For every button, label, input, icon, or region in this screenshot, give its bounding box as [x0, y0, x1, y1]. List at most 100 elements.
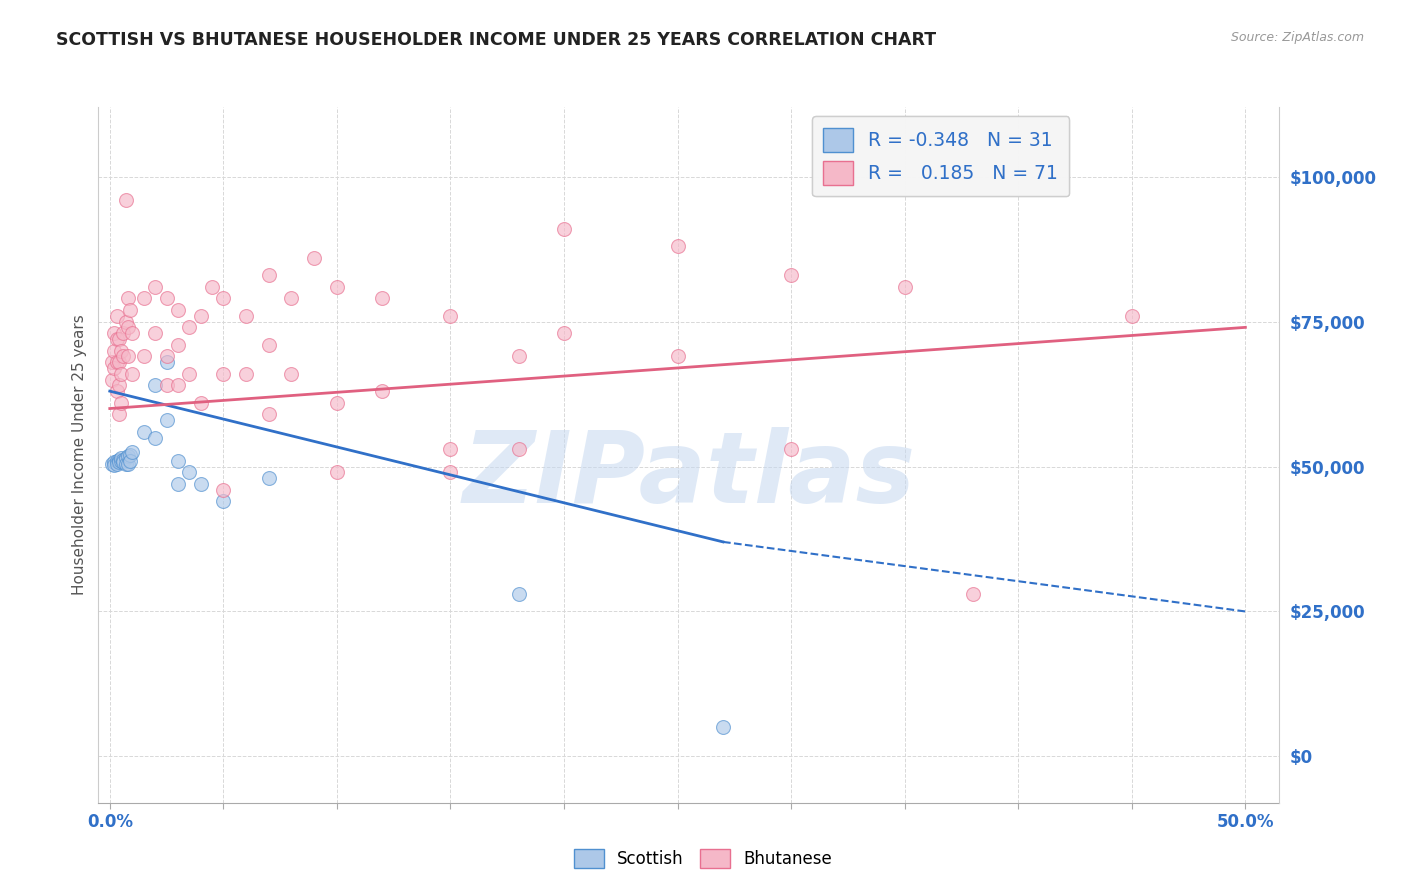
Point: [112, 350, 135, 364]
Point: [280, 291, 302, 305]
Point: [167, 378, 190, 392]
Point: [110, 450, 132, 465]
Point: [117, 350, 139, 364]
Point: [120, 453, 142, 467]
Point: [212, 483, 235, 497]
Point: [117, 449, 139, 463]
Point: [121, 445, 143, 459]
Point: [101, 373, 124, 387]
Point: [155, 350, 177, 364]
Point: [112, 326, 135, 341]
Point: [112, 455, 135, 469]
Point: [110, 453, 132, 467]
Point: [121, 326, 143, 341]
Point: [103, 455, 125, 469]
Point: [108, 332, 131, 346]
Point: [179, 320, 201, 334]
Text: ZIPatlas: ZIPatlas: [463, 427, 915, 524]
Point: [439, 442, 461, 457]
Point: [235, 309, 257, 323]
Point: [120, 448, 142, 462]
Point: [553, 326, 575, 341]
Point: [167, 453, 190, 467]
Point: [110, 343, 132, 358]
Point: [508, 350, 530, 364]
Point: [326, 466, 349, 480]
Point: [108, 355, 131, 369]
Point: [167, 338, 190, 352]
Point: [105, 457, 128, 471]
Point: [105, 453, 128, 467]
Point: [101, 355, 124, 369]
Point: [114, 315, 136, 329]
Point: [105, 309, 128, 323]
Point: [121, 367, 143, 381]
Point: [108, 452, 131, 467]
Point: [371, 384, 394, 398]
Point: [143, 280, 166, 294]
Point: [103, 326, 125, 341]
Point: [190, 396, 212, 410]
Point: [666, 239, 689, 253]
Point: [167, 303, 190, 318]
Point: [1121, 309, 1143, 323]
Point: [508, 587, 530, 601]
Point: [114, 457, 136, 471]
Point: [711, 721, 734, 735]
Point: [103, 458, 125, 473]
Point: [893, 280, 915, 294]
Point: [780, 442, 803, 457]
Point: [143, 378, 166, 392]
Point: [110, 367, 132, 381]
Point: [212, 367, 235, 381]
Point: [553, 222, 575, 236]
Point: [132, 350, 155, 364]
Point: [105, 332, 128, 346]
Point: [101, 457, 124, 471]
Point: [103, 361, 125, 376]
Point: [302, 251, 325, 265]
Point: [257, 407, 280, 422]
Point: [105, 384, 128, 398]
Point: [155, 378, 177, 392]
Point: [155, 413, 177, 427]
Point: [371, 291, 394, 305]
Point: [143, 431, 166, 445]
Point: [112, 452, 135, 467]
Point: [103, 343, 125, 358]
Point: [120, 303, 142, 318]
Point: [155, 291, 177, 305]
Point: [114, 193, 136, 207]
Point: [108, 455, 131, 469]
Point: [666, 350, 689, 364]
Point: [117, 320, 139, 334]
Point: [508, 442, 530, 457]
Point: [190, 309, 212, 323]
Point: [179, 367, 201, 381]
Point: [114, 450, 136, 465]
Point: [179, 466, 201, 480]
Point: [280, 367, 302, 381]
Point: [108, 407, 131, 422]
Point: [105, 355, 128, 369]
Point: [167, 476, 190, 491]
Point: [190, 476, 212, 491]
Point: [117, 291, 139, 305]
Point: [110, 396, 132, 410]
Point: [257, 338, 280, 352]
Point: [439, 309, 461, 323]
Point: [257, 471, 280, 485]
Point: [212, 494, 235, 508]
Point: [326, 396, 349, 410]
Point: [132, 425, 155, 439]
Point: [235, 367, 257, 381]
Point: [212, 291, 235, 305]
Point: [780, 268, 803, 282]
Text: SCOTTISH VS BHUTANESE HOUSEHOLDER INCOME UNDER 25 YEARS CORRELATION CHART: SCOTTISH VS BHUTANESE HOUSEHOLDER INCOME…: [56, 31, 936, 49]
Point: [257, 268, 280, 282]
Point: [326, 280, 349, 294]
Point: [962, 587, 984, 601]
Legend: Scottish, Bhutanese: Scottish, Bhutanese: [567, 842, 839, 875]
Legend: R = -0.348   N = 31, R =   0.185   N = 71: R = -0.348 N = 31, R = 0.185 N = 71: [811, 117, 1070, 196]
Point: [143, 326, 166, 341]
